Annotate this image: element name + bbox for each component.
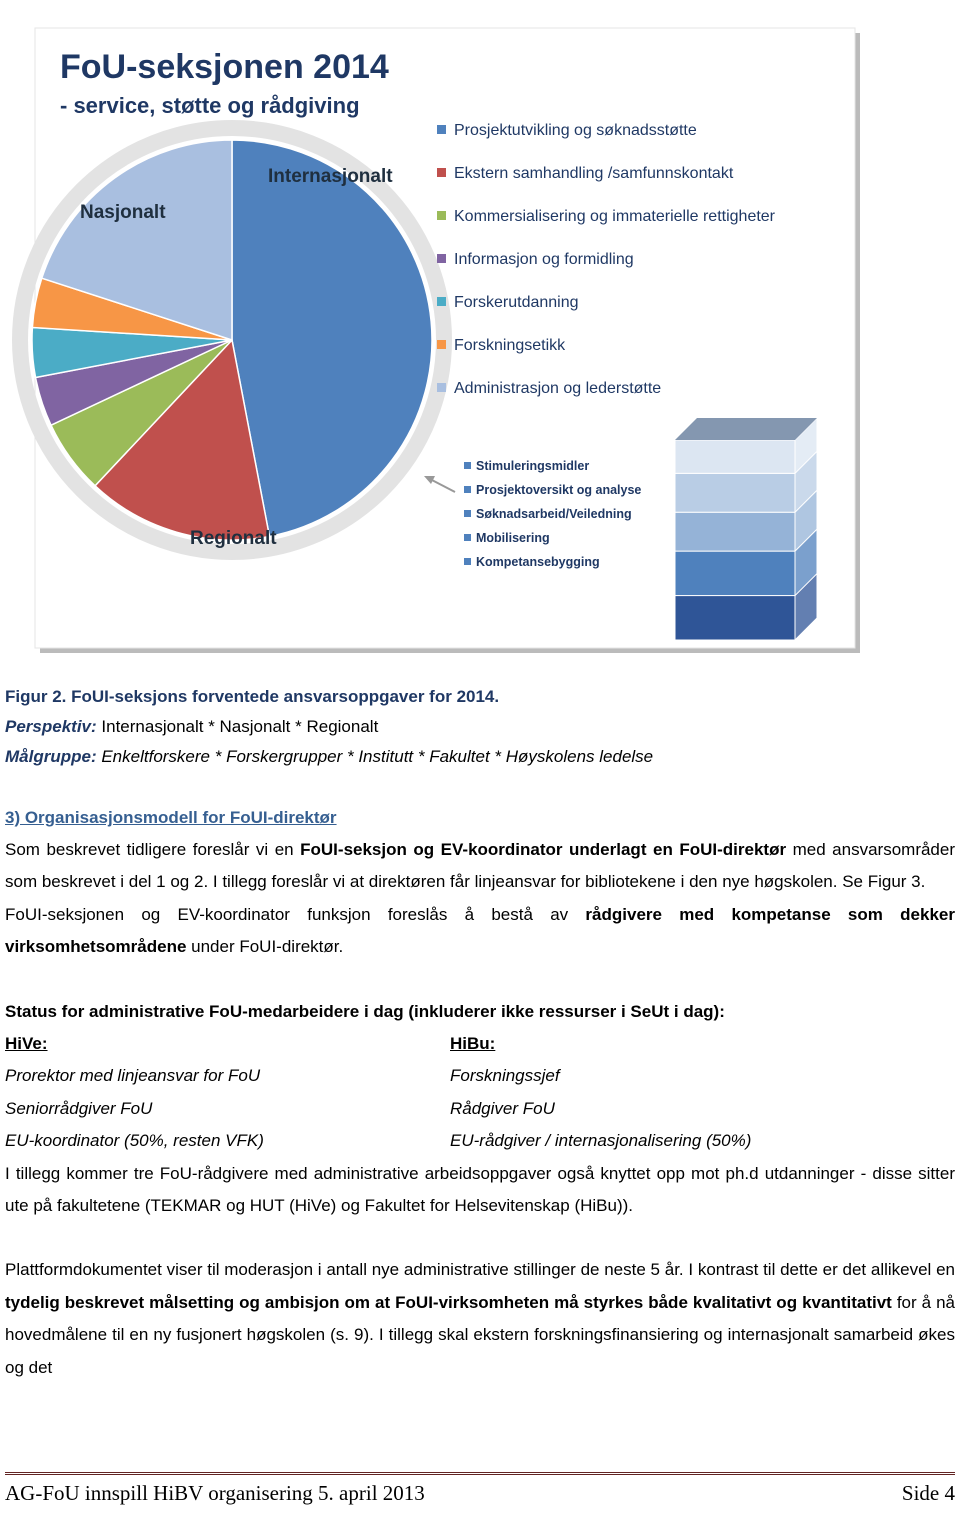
- caption-line: Perspektiv: Internasjonalt * Nasjonalt *…: [5, 712, 955, 742]
- status-row: EU-koordinator (50%, resten VFK) EU-rådgi…: [5, 1125, 955, 1157]
- arrow-head: [424, 476, 435, 484]
- legend-swatch: [437, 211, 446, 220]
- legend: Prosjektutvikling og søknadsstøtte Ekster…: [437, 122, 776, 397]
- text-run: Plattformdokumentet viser til moderasjon…: [5, 1260, 955, 1280]
- caption-title: Figur 2. FoUI-seksjons forventede ansvar…: [5, 687, 500, 706]
- text-run: under FoUI-direktør.: [186, 937, 344, 957]
- status-cell: Forskningssjef: [450, 1066, 560, 1086]
- footer: AG-FoU innspill HiBV organisering 5. apr…: [5, 1472, 955, 1506]
- pie-annotation: Nasjonalt: [80, 202, 166, 223]
- status-cell: Prorektor med linjeansvar for FoU: [5, 1066, 261, 1086]
- legend-swatch: [437, 340, 446, 349]
- text-run: FoUI-seksjon og EV-koordinator underlagt…: [300, 840, 787, 859]
- stack-segment: [674, 472, 796, 513]
- footer-right: Side 4: [901, 1481, 955, 1505]
- stack-legend-swatch: [464, 486, 471, 493]
- column-titles: HiVe: HiBu:: [5, 1028, 955, 1060]
- stack-top: [675, 418, 817, 440]
- stack-legend-swatch: [464, 558, 471, 565]
- status-columns: HiVe: HiBu: Prorektor med linjeansvar for …: [5, 1028, 955, 1158]
- pie-slice: [40, 139, 233, 342]
- legend-swatch: [437, 168, 446, 177]
- figure: FoU-seksjonen 2014 - service, støtte og …: [12, 27, 860, 653]
- legend-label: Informasjon og formidling: [454, 251, 634, 268]
- stack: Stimuleringsmidler Prosjektoversikt og an…: [464, 416, 818, 642]
- paragraph: I tillegg kommer tre FoU-rådgivere med a…: [5, 1158, 955, 1223]
- legend-swatch: [437, 125, 446, 134]
- legend-label: Ekstern samhandling /samfunnskontakt: [454, 165, 734, 182]
- text-run: FoUI-seksjonen og EV-koordinator funksjo…: [5, 904, 586, 924]
- section-heading: 3) Organisasjonsmodell for FoUI-direktør: [5, 802, 955, 834]
- pie-annotation: Regionalt: [190, 528, 277, 549]
- text-run: med ansvarsområder som beskrevet i del 1…: [5, 840, 956, 892]
- section-paragraphs: Som beskrevet tidligere foreslår vi en F…: [5, 834, 955, 964]
- stack-segment: [674, 511, 796, 552]
- caption-label: Perspektiv:: [5, 717, 97, 736]
- caption: Figur 2. FoUI-seksjons forventede ansvar…: [5, 682, 955, 772]
- footer-left: AG-FoU innspill HiBV organisering 5. apr…: [5, 1481, 425, 1505]
- text-run: rådgivere med kompetanse som dekker virk…: [5, 904, 955, 957]
- figure-title: FoU-seksjonen 2014: [60, 48, 389, 86]
- text-run: Som beskrevet tidligere foreslår vi en: [5, 840, 301, 859]
- stack-segment: [674, 550, 796, 597]
- stack-legend-label: Søknadsarbeid/Veiledning: [476, 507, 632, 521]
- legend-label: Kommersialisering og immaterielle rettig…: [454, 208, 776, 225]
- legend-label: Administrasjon og lederstøtte: [454, 380, 661, 397]
- stack-legend-label: Stimuleringsmidler: [476, 459, 589, 473]
- caption-label: Målgruppe:: [5, 747, 97, 766]
- pie-slice: [94, 338, 271, 541]
- column-title: HiVe:: [5, 1034, 48, 1054]
- paragraph: FoUI-seksjonen og EV-koordinator funksjo…: [5, 899, 955, 964]
- text-run: for å nå hovedmålene til en ny fusjonert…: [5, 1292, 956, 1377]
- stack-legend-swatch: [464, 510, 471, 517]
- pie: Internasjonalt Nasjonalt Regionalt: [31, 139, 433, 549]
- stack-legend-swatch: [464, 534, 471, 541]
- heading-text: 3) Organisasjonsmodell for FoUI-direktør: [5, 808, 337, 827]
- figure-subtitle: - service, støtte og rådgiving: [60, 93, 360, 118]
- status-cell: Rådgiver FoU: [450, 1098, 555, 1118]
- stack-side: [794, 416, 818, 475]
- status-heading: Status for administrative FoU-medarbeide…: [5, 1001, 725, 1021]
- caption-text: Internasjonalt * Nasjonalt * Regionalt: [101, 717, 379, 736]
- stack-segment: [674, 595, 796, 641]
- legend-swatch: [437, 383, 446, 392]
- status-row: Seniorrådgiver FoU Rådgiver FoU: [5, 1093, 955, 1125]
- legend-label: Forskerutdanning: [454, 294, 579, 311]
- text-run: tydelig beskrevet målsetting og ambisjon…: [5, 1292, 892, 1312]
- status-cell: EU-rådgiver / internasjonalisering (50%): [450, 1131, 752, 1151]
- legend-swatch: [437, 297, 446, 306]
- stack-legend-label: Kompetansebygging: [476, 555, 600, 569]
- paragraph: Plattformdokumentet viser til moderasjon…: [5, 1254, 955, 1384]
- status-paragraphs: I tillegg kommer tre FoU-rådgivere med a…: [5, 1158, 955, 1384]
- legend-label: Prosjektutvikling og søknadsstøtte: [454, 122, 697, 139]
- pie-annotation: Internasjonalt: [268, 166, 393, 187]
- stack-segment: [674, 439, 796, 474]
- paragraph: Som beskrevet tidligere foreslår vi en F…: [5, 834, 955, 899]
- stack-legend-swatch: [464, 462, 471, 469]
- legend-label: Forskningsetikk: [454, 337, 566, 354]
- column-title: HiBu:: [450, 1034, 496, 1054]
- stack-legend-label: Prosjektoversikt og analyse: [476, 483, 641, 497]
- status-cell: Seniorrådgiver FoU: [5, 1098, 153, 1118]
- pie-slice: [231, 139, 433, 538]
- status-row: Prorektor med linjeansvar for FoU Forskni…: [5, 1060, 955, 1092]
- caption-text: Enkeltforskere * Forskergrupper * Instit…: [101, 747, 654, 766]
- text-run: I tillegg kommer tre FoU-rådgivere med a…: [5, 1163, 955, 1216]
- legend-swatch: [437, 254, 446, 263]
- caption-line: Målgruppe: Enkeltforskere * Forskergrupp…: [5, 742, 955, 772]
- stack-legend-label: Mobilisering: [476, 531, 550, 545]
- status-cell: EU-koordinator (50%, resten VFK): [5, 1131, 264, 1151]
- body-text: Figur 2. FoUI-seksjons forventede ansvar…: [5, 682, 955, 1384]
